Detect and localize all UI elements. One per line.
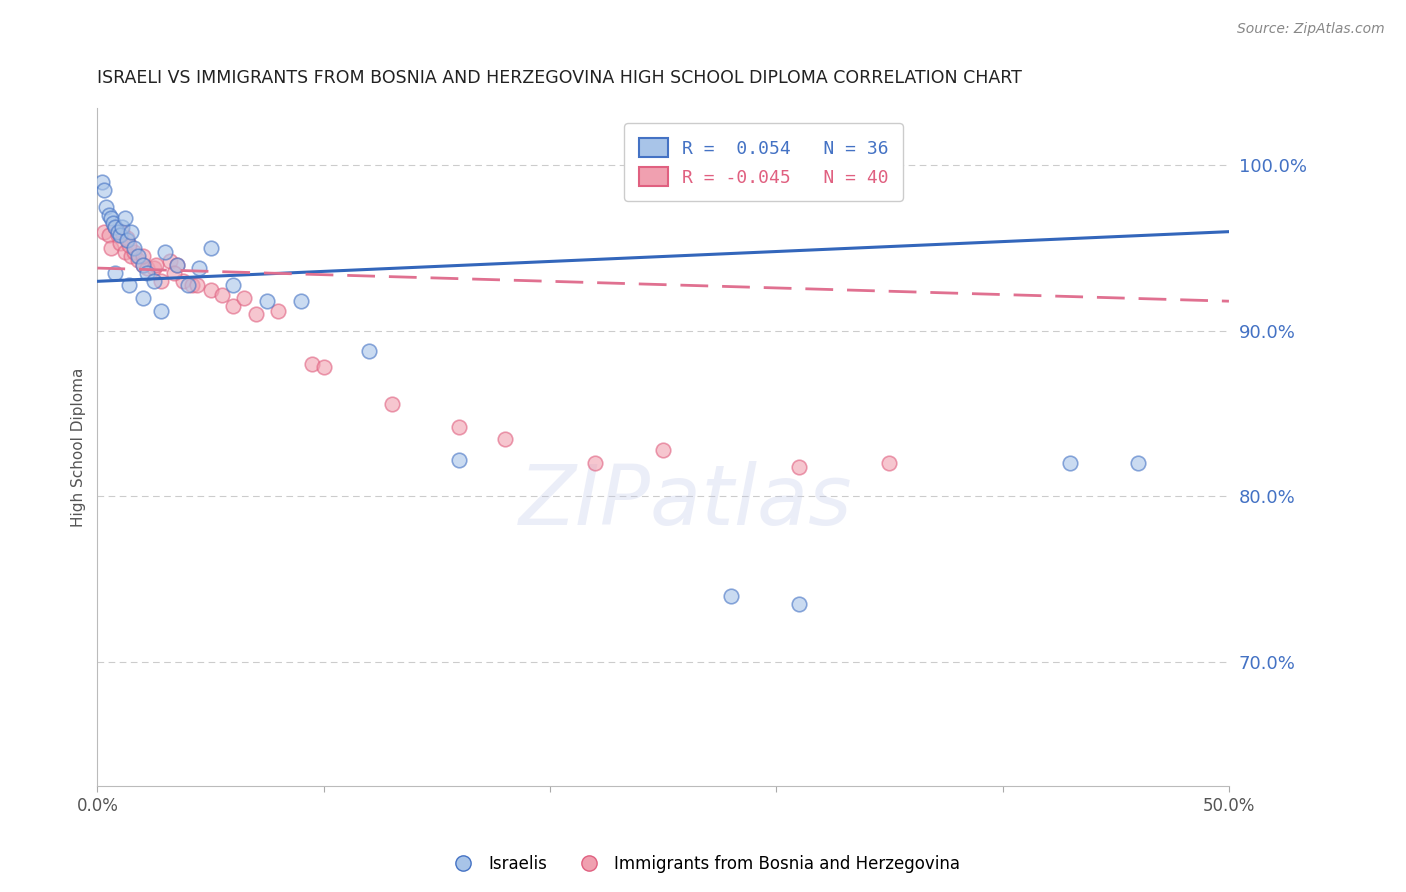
- Point: [142, 274, 165, 288]
- Point: [1059, 456, 1081, 470]
- Point: [104, 266, 127, 280]
- Point: [166, 258, 188, 272]
- Point: [127, 252, 149, 267]
- Point: [233, 291, 256, 305]
- Legend: R =  0.054   N = 36, R = -0.045   N = 40: R = 0.054 N = 36, R = -0.045 N = 40: [624, 123, 903, 201]
- Point: [118, 238, 141, 252]
- Point: [583, 456, 606, 470]
- Point: [256, 294, 278, 309]
- Point: [211, 287, 233, 301]
- Point: [267, 304, 290, 318]
- Point: [114, 244, 136, 259]
- Point: [155, 244, 177, 259]
- Point: [107, 225, 129, 239]
- Point: [100, 211, 122, 226]
- Point: [163, 266, 186, 280]
- Point: [103, 216, 125, 230]
- Point: [177, 277, 200, 292]
- Point: [149, 304, 172, 318]
- Point: [787, 597, 810, 611]
- Point: [93, 183, 115, 197]
- Point: [131, 258, 153, 272]
- Point: [380, 397, 402, 411]
- Point: [118, 277, 141, 292]
- Point: [111, 225, 134, 239]
- Point: [200, 283, 222, 297]
- Point: [200, 241, 222, 255]
- Point: [245, 307, 267, 321]
- Point: [108, 236, 131, 251]
- Point: [1128, 456, 1150, 470]
- Y-axis label: High School Diploma: High School Diploma: [72, 368, 86, 526]
- Point: [131, 291, 153, 305]
- Point: [145, 258, 167, 272]
- Point: [222, 299, 245, 313]
- Point: [142, 261, 165, 276]
- Point: [122, 244, 145, 259]
- Text: ZIPatlas: ZIPatlas: [519, 460, 852, 541]
- Point: [111, 219, 134, 234]
- Point: [494, 432, 516, 446]
- Point: [114, 211, 136, 226]
- Point: [136, 261, 159, 276]
- Point: [652, 443, 675, 458]
- Legend: Israelis, Immigrants from Bosnia and Herzegovina: Israelis, Immigrants from Bosnia and Her…: [440, 848, 966, 880]
- Point: [93, 225, 115, 239]
- Point: [312, 360, 335, 375]
- Point: [301, 357, 323, 371]
- Point: [100, 241, 122, 255]
- Point: [181, 277, 204, 292]
- Point: [188, 261, 211, 276]
- Point: [97, 208, 120, 222]
- Point: [131, 250, 153, 264]
- Point: [787, 459, 810, 474]
- Point: [136, 266, 159, 280]
- Point: [108, 227, 131, 242]
- Point: [357, 343, 380, 358]
- Point: [96, 200, 118, 214]
- Point: [222, 277, 245, 292]
- Point: [120, 250, 142, 264]
- Point: [290, 294, 312, 309]
- Point: [879, 456, 901, 470]
- Point: [97, 227, 120, 242]
- Point: [107, 227, 129, 242]
- Point: [104, 219, 127, 234]
- Point: [172, 274, 194, 288]
- Text: Source: ZipAtlas.com: Source: ZipAtlas.com: [1237, 22, 1385, 37]
- Point: [122, 241, 145, 255]
- Point: [90, 175, 112, 189]
- Point: [104, 219, 127, 234]
- Point: [115, 233, 138, 247]
- Point: [127, 250, 149, 264]
- Text: ISRAELI VS IMMIGRANTS FROM BOSNIA AND HERZEGOVINA HIGH SCHOOL DIPLOMA CORRELATIO: ISRAELI VS IMMIGRANTS FROM BOSNIA AND HE…: [97, 69, 1022, 87]
- Point: [149, 274, 172, 288]
- Point: [186, 277, 208, 292]
- Point: [449, 420, 471, 434]
- Point: [166, 258, 188, 272]
- Point: [720, 589, 742, 603]
- Point: [159, 254, 181, 268]
- Point: [449, 453, 471, 467]
- Point: [131, 258, 153, 272]
- Point: [115, 231, 138, 245]
- Point: [120, 225, 142, 239]
